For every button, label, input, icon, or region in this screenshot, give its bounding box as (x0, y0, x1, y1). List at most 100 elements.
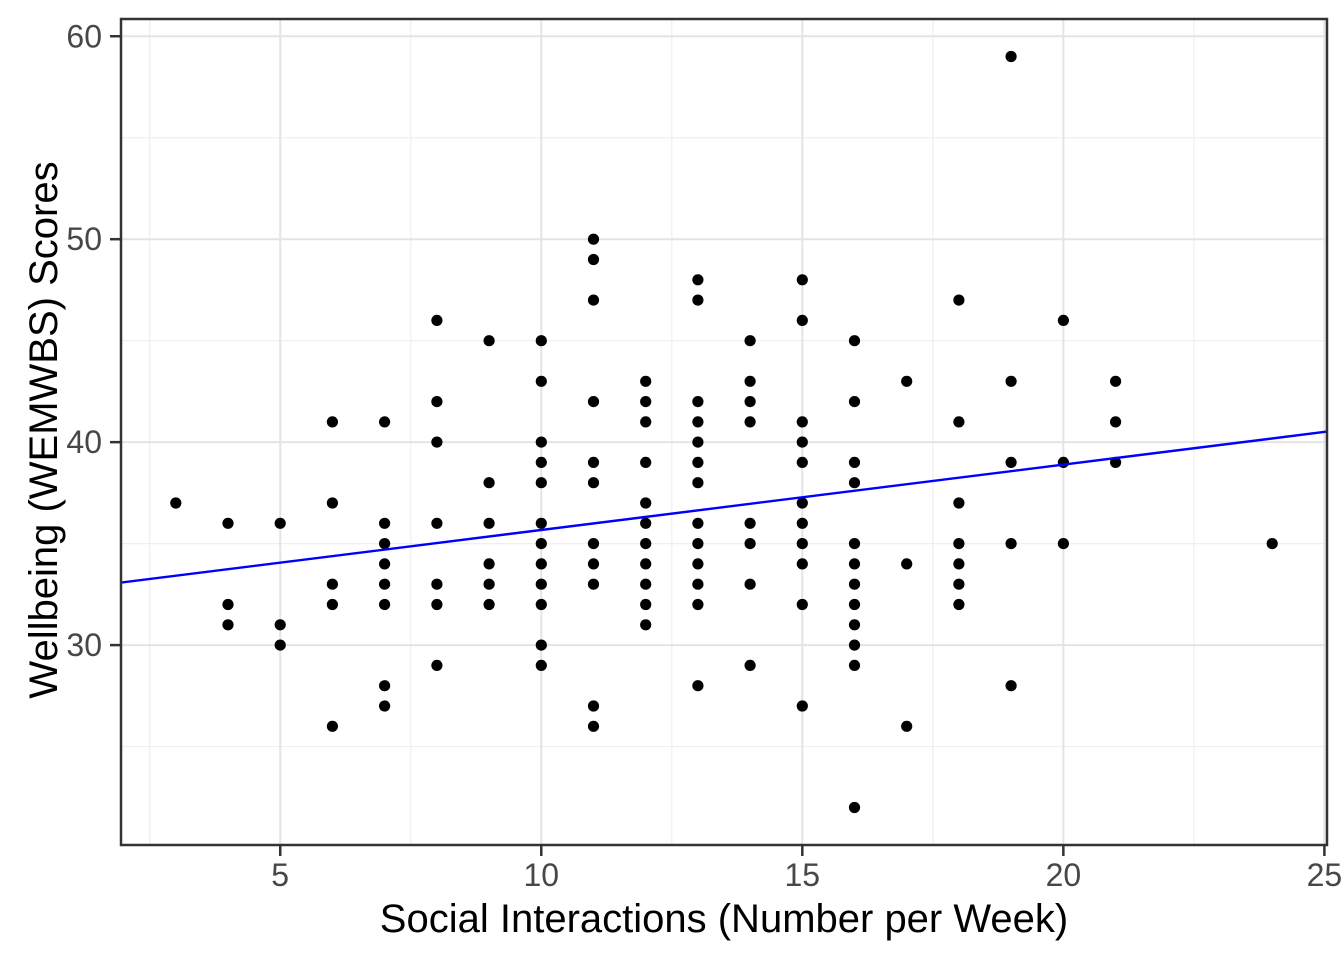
data-point (222, 598, 234, 611)
data-point (222, 619, 234, 631)
data-point (1266, 538, 1278, 550)
data-point (796, 598, 808, 611)
data-point (535, 578, 547, 590)
data-point (1110, 375, 1122, 387)
data-point (1057, 456, 1069, 468)
data-point (1005, 375, 1017, 387)
data-point (796, 517, 808, 529)
data-point (431, 578, 443, 590)
x-tick-label: 25 (1307, 857, 1343, 893)
data-point (953, 558, 965, 570)
data-point (796, 416, 808, 428)
data-point (274, 639, 286, 651)
data-point (326, 598, 338, 611)
data-point (587, 233, 600, 245)
data-point (431, 314, 443, 326)
data-point (379, 517, 391, 529)
y-axis-title: Wellbeing (WEMWBS) Scores (22, 161, 66, 699)
data-point (848, 456, 861, 468)
data-point (379, 578, 391, 590)
data-point (535, 558, 547, 570)
data-point (431, 436, 443, 448)
data-point (796, 700, 808, 712)
panel-background (121, 19, 1327, 845)
data-point (640, 497, 652, 509)
data-point (326, 720, 338, 732)
data-point (535, 639, 547, 651)
data-point (483, 578, 495, 590)
data-point (744, 416, 756, 428)
data-point (692, 396, 704, 408)
y-tick-label: 60 (66, 18, 102, 54)
y-tick-label: 30 (66, 627, 102, 663)
tick-labels: 5 10 15 20 25 30 40 50 60 (66, 18, 1342, 893)
data-point (692, 538, 704, 550)
data-point (848, 477, 861, 489)
data-point (796, 274, 808, 286)
data-point (640, 578, 652, 590)
data-point (744, 578, 756, 590)
regression-line (120, 430, 1328, 584)
data-point (587, 720, 600, 732)
data-point (692, 578, 704, 590)
data-point (535, 456, 547, 468)
data-point (640, 396, 652, 408)
data-point (692, 477, 704, 489)
data-point (848, 639, 861, 651)
data-point (953, 497, 965, 509)
data-point (744, 538, 756, 550)
data-point (222, 517, 234, 529)
data-point (796, 497, 808, 509)
data-point (953, 578, 965, 590)
data-point (483, 558, 495, 570)
data-point (587, 477, 600, 489)
data-point (535, 517, 547, 529)
data-point (692, 416, 704, 428)
data-point (692, 456, 704, 468)
data-point (640, 456, 652, 468)
data-point (848, 659, 861, 672)
data-point (379, 558, 391, 570)
data-point (587, 253, 600, 266)
data-point (796, 314, 808, 326)
data-point (431, 659, 443, 672)
data-point (848, 598, 861, 611)
panel-border (119, 17, 1329, 847)
data-point (431, 396, 443, 408)
data-point (796, 456, 808, 468)
data-point (640, 538, 652, 550)
data-point (796, 436, 808, 448)
data-point (848, 801, 861, 814)
data-point (1005, 680, 1017, 692)
data-point (692, 294, 704, 306)
data-point (953, 538, 965, 550)
data-point (744, 375, 756, 387)
data-point (692, 517, 704, 529)
data-point (796, 558, 808, 570)
data-point (326, 416, 338, 428)
data-point (587, 558, 600, 570)
data-point (640, 517, 652, 529)
data-point (953, 294, 965, 306)
data-point (379, 416, 391, 428)
data-point (848, 396, 861, 408)
data-point (953, 416, 965, 428)
data-point (535, 375, 547, 387)
data-point (1057, 314, 1069, 326)
data-point (431, 598, 443, 611)
data-point (692, 436, 704, 448)
data-point (587, 578, 600, 590)
data-point (640, 558, 652, 570)
data-point (640, 375, 652, 387)
data-point (744, 335, 756, 347)
data-point (326, 578, 338, 590)
data-point (1057, 538, 1069, 550)
data-point (379, 598, 391, 611)
data-point (274, 517, 286, 529)
x-tick-label: 15 (785, 857, 821, 893)
data-point (535, 477, 547, 489)
data-point (901, 720, 913, 732)
data-point (587, 538, 600, 550)
data-point (640, 619, 652, 631)
